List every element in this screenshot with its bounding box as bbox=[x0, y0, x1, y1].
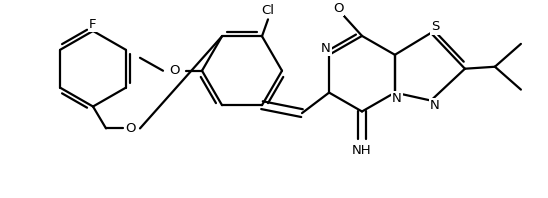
Text: O: O bbox=[125, 122, 135, 135]
Text: O: O bbox=[169, 64, 179, 77]
Text: NH: NH bbox=[352, 144, 372, 157]
Text: N: N bbox=[430, 99, 440, 112]
Text: O: O bbox=[333, 2, 343, 15]
Text: Cl: Cl bbox=[261, 4, 275, 17]
Text: F: F bbox=[89, 18, 97, 31]
Text: S: S bbox=[431, 20, 439, 33]
Text: N: N bbox=[321, 42, 331, 55]
Text: N: N bbox=[392, 92, 402, 105]
